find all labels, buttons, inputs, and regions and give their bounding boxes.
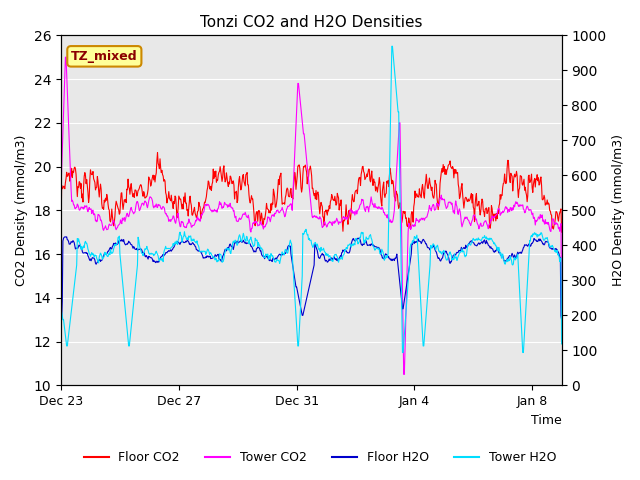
Text: TZ_mixed: TZ_mixed	[71, 50, 138, 63]
X-axis label: Time: Time	[531, 414, 561, 427]
Title: Tonzi CO2 and H2O Densities: Tonzi CO2 and H2O Densities	[200, 15, 422, 30]
Legend: Floor CO2, Tower CO2, Floor H2O, Tower H2O: Floor CO2, Tower CO2, Floor H2O, Tower H…	[79, 446, 561, 469]
Y-axis label: CO2 Density (mmol/m3): CO2 Density (mmol/m3)	[15, 135, 28, 286]
Y-axis label: H2O Density (mmol/m3): H2O Density (mmol/m3)	[612, 134, 625, 287]
